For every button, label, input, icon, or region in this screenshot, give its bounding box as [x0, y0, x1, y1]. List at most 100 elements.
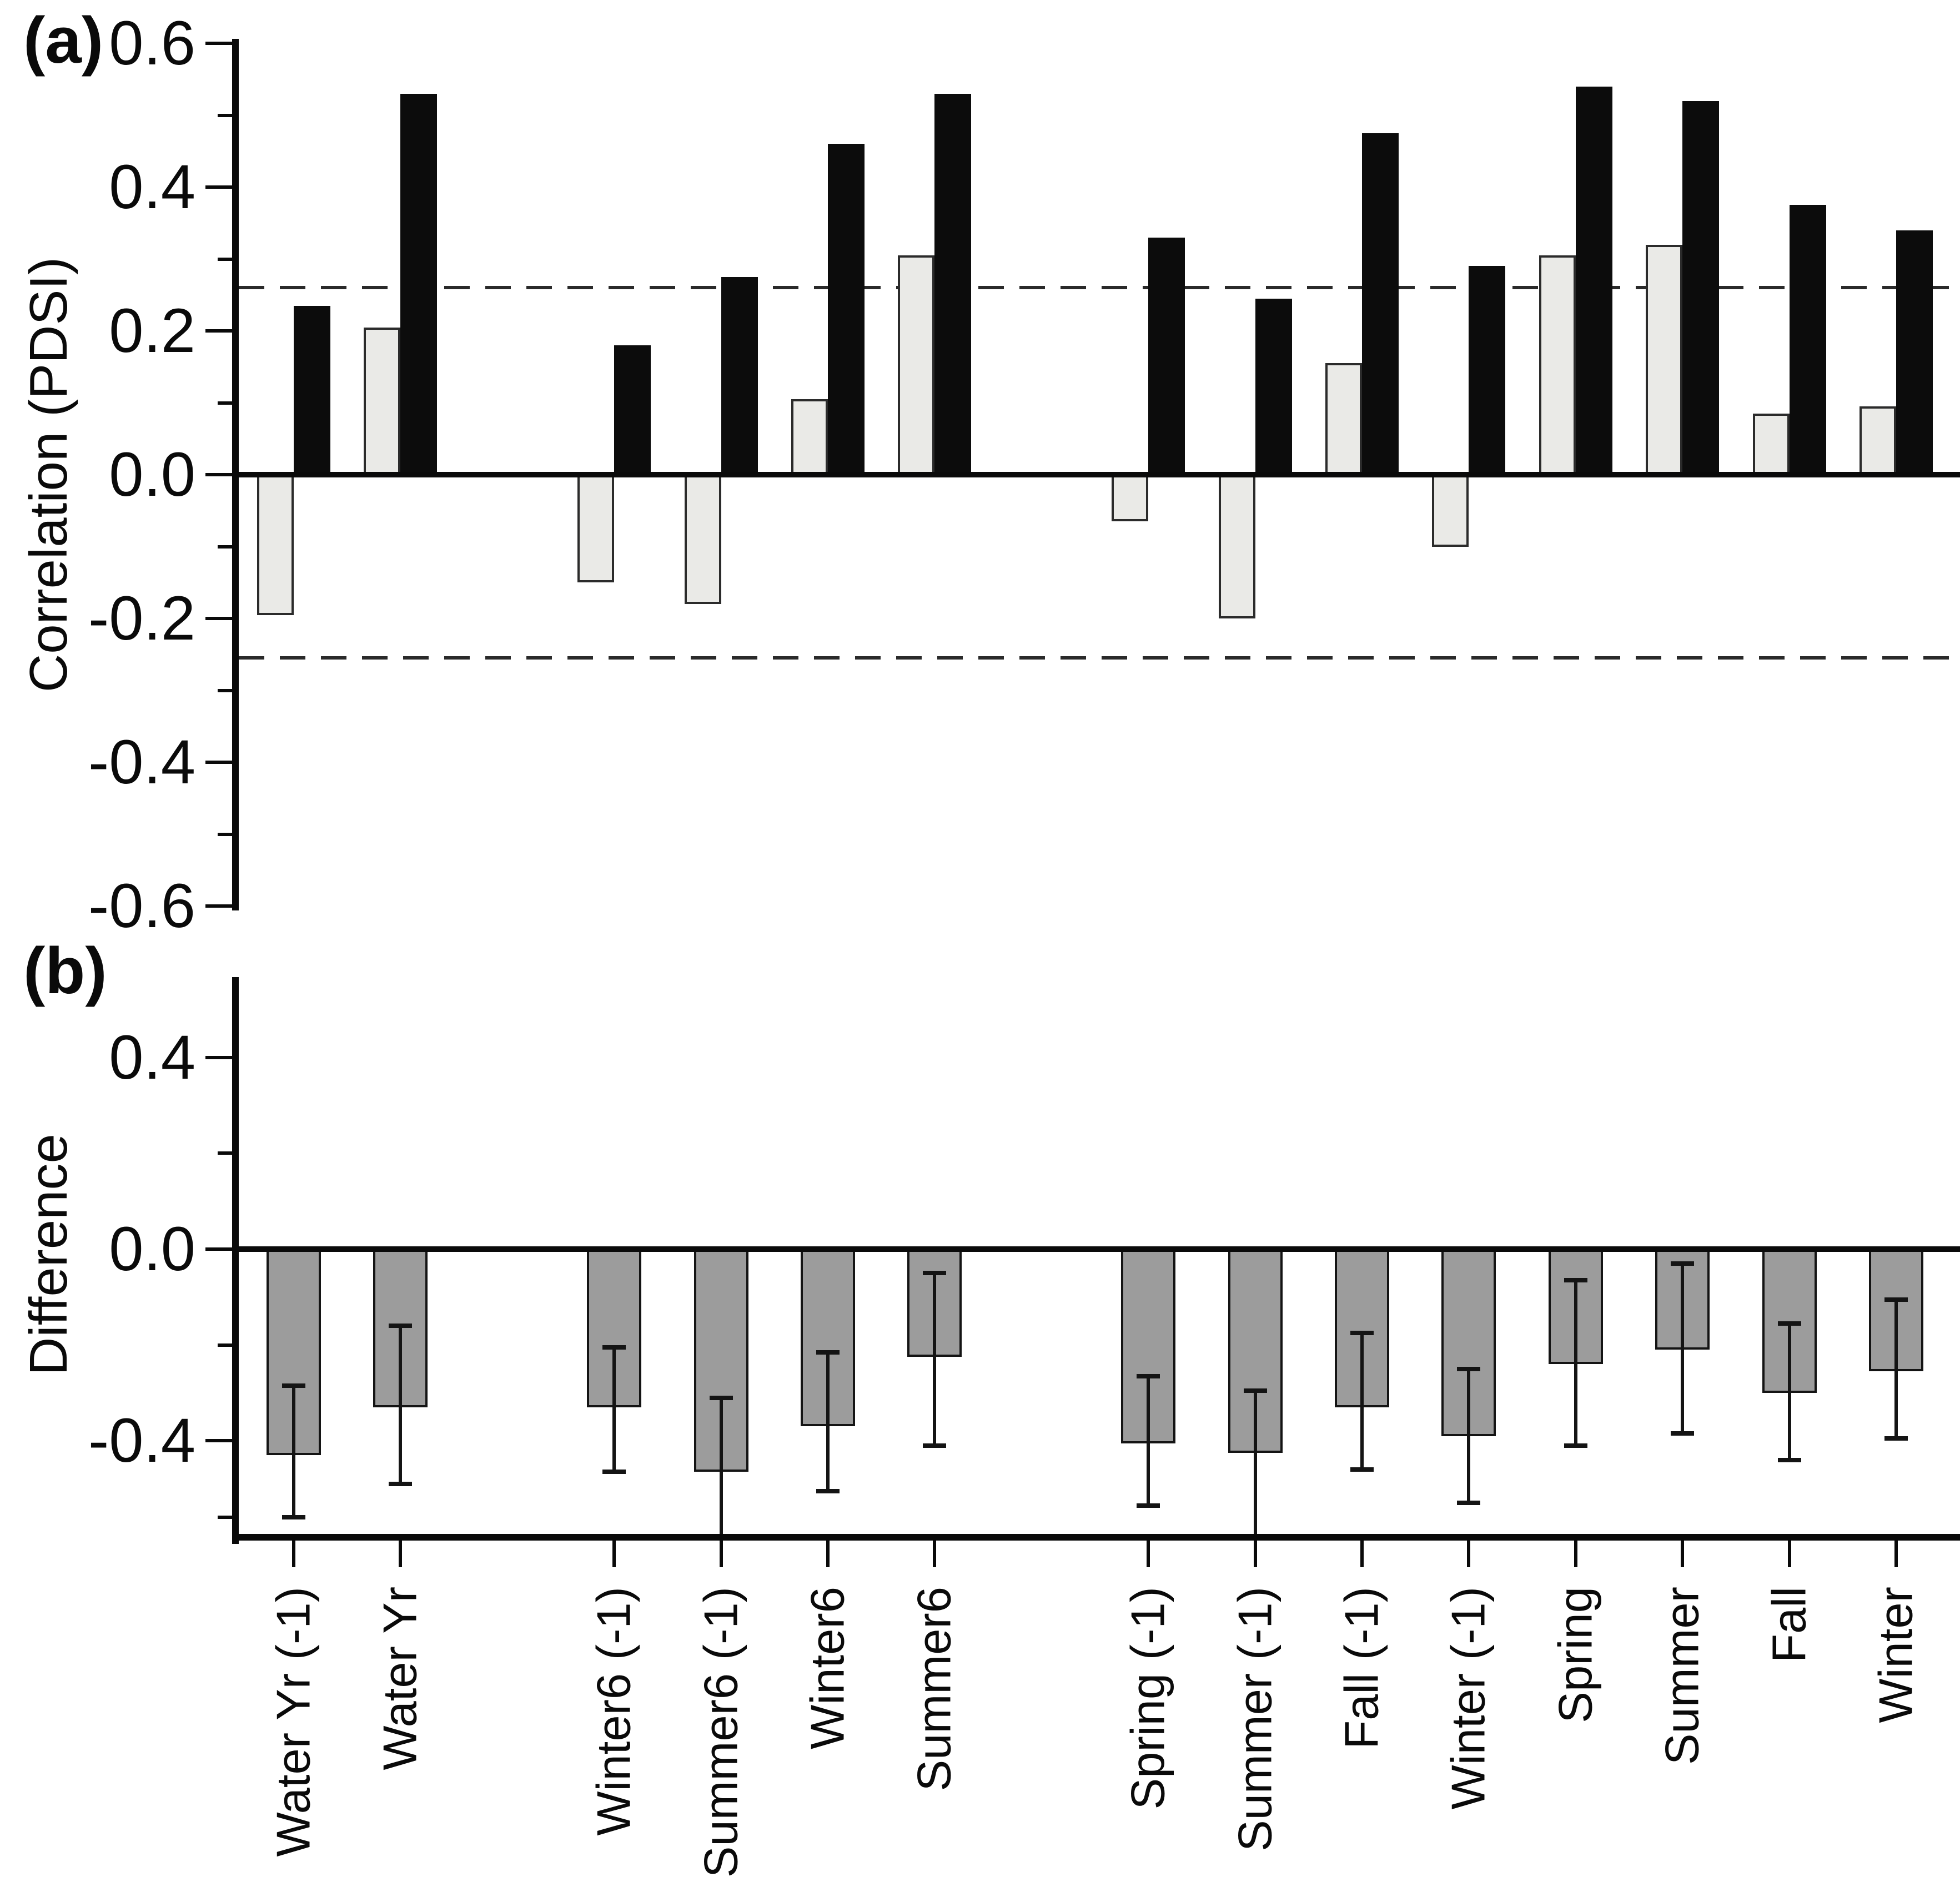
- x-axis-tick-Summer: [1681, 1541, 1685, 1567]
- x-axis-label-Winter (-1): Winter (-1): [1442, 1587, 1495, 1810]
- panel-b-error-cap-top-Fall: [1777, 1321, 1801, 1326]
- panel-a-significance-line--0.255: [239, 656, 1960, 660]
- x-axis-tick-Winter: [1894, 1541, 1898, 1567]
- panel-b-error-line-Summer6: [933, 1273, 937, 1446]
- panel-b-error-line-Summer6 (-1): [719, 1397, 723, 1537]
- x-axis-label-Winter: Winter: [1869, 1587, 1923, 1723]
- panel-b-zero-line: [239, 1246, 1960, 1252]
- panel-a-bar-lightgray-Fall: [1752, 413, 1790, 475]
- panel-a-ytick--0.1: [218, 545, 232, 549]
- panel-a-ytick-label-0: 0.0: [109, 440, 195, 509]
- panel-a-bar-black-Winter6 (-1): [614, 345, 651, 475]
- panel-b-error-cap-top-Winter (-1): [1457, 1366, 1481, 1371]
- panel-b-error-cap-top-Spring (-1): [1137, 1373, 1160, 1378]
- x-axis-label-Winter6: Winter6: [801, 1587, 855, 1749]
- panel-b-error-cap-top-Water Yr (-1): [282, 1383, 305, 1388]
- panel-a-bar-lightgray-Summer (-1): [1218, 475, 1255, 618]
- panel-b-error-cap-bottom-Winter (-1): [1457, 1501, 1481, 1506]
- panel-a-tag: (a): [23, 4, 104, 77]
- x-axis-tick-Water Yr (-1): [292, 1541, 295, 1567]
- panel-a-bar-black-Spring (-1): [1148, 237, 1185, 475]
- panel-b-error-cap-top-Winter: [1884, 1297, 1908, 1302]
- panel-b-error-cap-bottom-Summer: [1671, 1431, 1695, 1436]
- panel-b-error-line-Spring: [1574, 1280, 1577, 1446]
- panel-a-bar-black-Winter: [1896, 230, 1933, 475]
- panel-b-ytick-0.2: [218, 1151, 232, 1155]
- panel-a-bar-black-Summer (-1): [1255, 298, 1292, 475]
- panel-b-error-cap-bottom-Fall (-1): [1350, 1467, 1374, 1472]
- x-axis-label-Summer6: Summer6: [908, 1587, 961, 1792]
- panel-b-error-line-Fall (-1): [1360, 1333, 1364, 1470]
- panel-b-ytick--0.4: [205, 1439, 232, 1443]
- panel-b-ytick-0.4: [205, 1055, 232, 1059]
- panel-a-significance-line-0.26: [239, 286, 1960, 290]
- panel-a-bar-lightgray-Winter6 (-1): [577, 475, 615, 583]
- panel-b-error-line-Winter6 (-1): [612, 1347, 616, 1472]
- x-axis-tick-Fall (-1): [1360, 1541, 1364, 1567]
- panel-b-error-cap-bottom-Winter6: [816, 1488, 840, 1493]
- panel-b-error-cap-top-Water Yr: [389, 1324, 413, 1329]
- panel-b-error-line-Winter6: [826, 1352, 830, 1491]
- x-axis-label-Winter6 (-1): Winter6 (-1): [587, 1587, 641, 1836]
- panel-b-error-cap-bottom-Water Yr (-1): [282, 1515, 305, 1520]
- panel-b-ytick--0.56: [218, 1516, 232, 1519]
- x-axis-tick-Summer6 (-1): [719, 1541, 723, 1567]
- x-axis-tick-Spring (-1): [1147, 1541, 1150, 1567]
- panel-b-error-line-Summer (-1): [1253, 1390, 1257, 1537]
- panel-a-bar-lightgray-Winter: [1860, 406, 1896, 475]
- panel-b-ytick-0: [205, 1247, 232, 1251]
- panel-a-ytick-label--0.4: -0.4: [88, 727, 195, 797]
- x-axis-tick-Fall: [1787, 1541, 1791, 1567]
- panel-a-ytick-label-0.6: 0.6: [109, 8, 195, 78]
- panel-a-bar-black-Summer6 (-1): [721, 276, 758, 475]
- panel-b-error-cap-bottom-Winter: [1884, 1436, 1908, 1441]
- panel-b-error-line-Winter: [1894, 1299, 1898, 1438]
- panel-a-ytick-0.6: [205, 42, 232, 45]
- panel-a-ytick-0.3: [218, 257, 232, 261]
- panel-a-bar-black-Fall: [1789, 205, 1826, 475]
- panel-a-bar-black-Fall (-1): [1362, 133, 1399, 475]
- panel-b-error-line-Water Yr: [399, 1326, 403, 1484]
- panel-a-ytick-label-0.4: 0.4: [109, 152, 195, 222]
- x-axis-label-Water Yr (-1): Water Yr (-1): [267, 1587, 320, 1857]
- x-axis-tick-Winter6 (-1): [612, 1541, 616, 1567]
- panel-a-bar-black-Summer6: [934, 93, 972, 475]
- panel-a-bar-black-Winter6: [828, 144, 865, 475]
- panel-a-ytick--0.6: [205, 904, 232, 908]
- panel-b-error-cap-top-Winter6: [816, 1350, 840, 1355]
- panel-b-ytick-label--0.4: -0.4: [88, 1406, 195, 1476]
- panel-b-error-cap-top-Summer: [1671, 1261, 1695, 1266]
- panel-b-error-line-Fall: [1787, 1323, 1791, 1460]
- panel-a-ytick-0.5: [218, 113, 232, 117]
- panel-b-ytick--0.2: [218, 1343, 232, 1347]
- panel-a-bar-lightgray-Water Yr (-1): [257, 475, 294, 615]
- panel-a-ytick-0: [205, 473, 232, 476]
- panel-b-tag: (b): [23, 934, 107, 1008]
- x-axis-label-Fall (-1): Fall (-1): [1335, 1587, 1389, 1749]
- panel-b-error-cap-bottom-Fall: [1777, 1457, 1801, 1462]
- panel-a-ytick-label-0.2: 0.2: [109, 296, 195, 365]
- x-axis-tick-Summer6: [933, 1541, 937, 1567]
- panel-b-error-line-Spring (-1): [1147, 1376, 1150, 1506]
- panel-b-error-cap-top-Summer6 (-1): [709, 1395, 733, 1400]
- panel-b-error-line-Summer: [1681, 1263, 1685, 1434]
- panel-a-ytick--0.5: [218, 832, 232, 836]
- x-axis-tick-Water Yr: [399, 1541, 403, 1567]
- panel-a-bar-black-Spring: [1575, 86, 1612, 475]
- panel-b-error-cap-bottom-Spring: [1564, 1443, 1587, 1448]
- panel-a-zero-line: [239, 472, 1960, 477]
- panel-a-ytick--0.3: [218, 688, 232, 692]
- panel-b-error-cap-bottom-Summer6: [923, 1443, 947, 1448]
- x-axis-tick-Winter (-1): [1467, 1541, 1471, 1567]
- panel-a-bar-lightgray-Summer6 (-1): [684, 475, 721, 605]
- panel-a-bar-lightgray-Winter6: [791, 399, 828, 475]
- panel-a-bar-black-Water Yr: [400, 93, 438, 475]
- x-axis-label-Summer (-1): Summer (-1): [1228, 1587, 1281, 1851]
- x-axis-tick-Summer (-1): [1253, 1541, 1257, 1567]
- panel-b-error-cap-bottom-Water Yr: [389, 1481, 413, 1486]
- panel-a-bar-lightgray-Spring: [1539, 255, 1576, 475]
- panel-b-error-cap-top-Winter6 (-1): [602, 1345, 626, 1350]
- panel-a-ytick--0.2: [205, 617, 232, 620]
- panel-a-ytick-0.2: [205, 329, 232, 333]
